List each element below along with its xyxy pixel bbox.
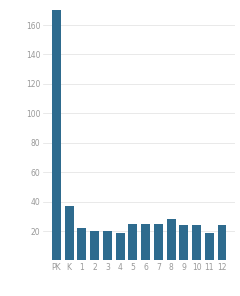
Bar (205, 233, 214, 260)
Bar (128, 224, 137, 260)
Bar (78, 228, 86, 260)
Bar (179, 225, 188, 260)
Bar (154, 224, 163, 260)
Bar (52, 10, 61, 260)
Bar (141, 224, 150, 260)
Bar (167, 219, 175, 260)
Bar (103, 231, 112, 260)
Bar (192, 225, 201, 260)
Bar (116, 233, 125, 260)
Bar (90, 231, 99, 260)
Bar (217, 225, 227, 260)
Bar (65, 206, 74, 260)
